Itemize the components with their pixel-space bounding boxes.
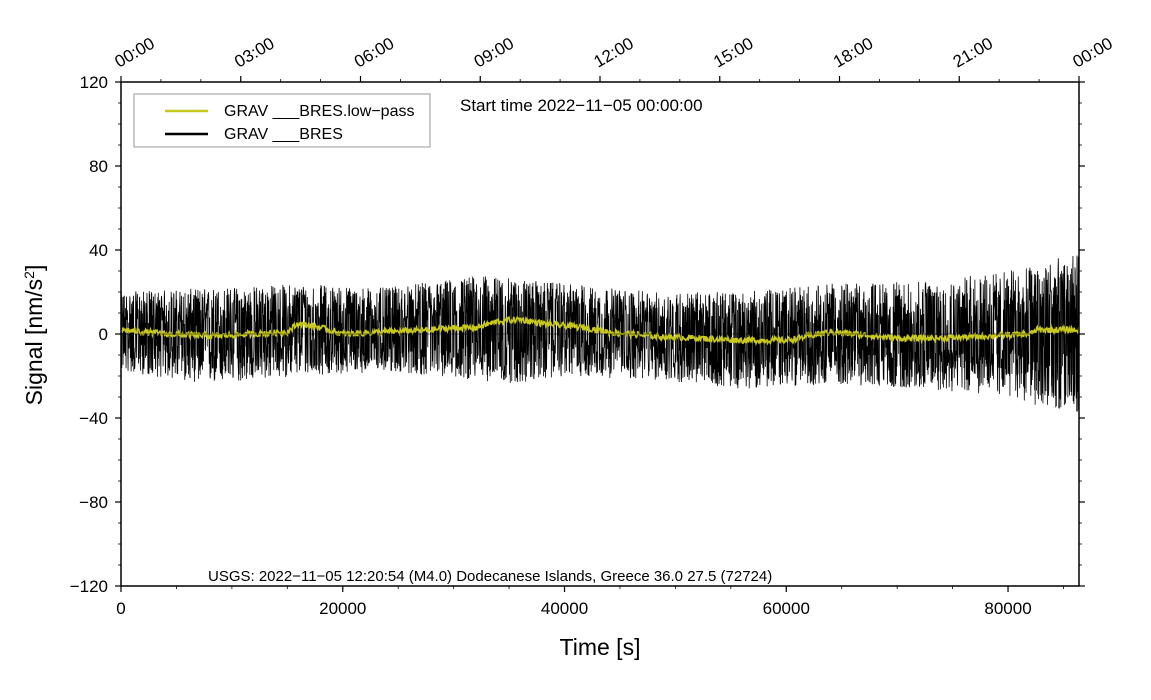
top-time-label: 15:00 bbox=[710, 34, 756, 72]
top-time-label: 00:00 bbox=[1070, 34, 1116, 72]
y-axis-title-close: ] bbox=[21, 265, 47, 271]
top-time-label: 09:00 bbox=[471, 34, 517, 72]
top-time-label: 03:00 bbox=[231, 34, 277, 72]
series-grav-bres-lowpass bbox=[120, 315, 1080, 347]
y-tick-label: 40 bbox=[89, 241, 108, 260]
annotations: Start time 2022−11−05 00:00:00 USGS: 202… bbox=[21, 96, 772, 660]
y-tick-label: 0 bbox=[99, 325, 108, 344]
y-tick-label: 120 bbox=[80, 73, 108, 92]
y-axis-title-sup: 2 bbox=[21, 271, 37, 279]
x-tick-label: 80000 bbox=[984, 599, 1031, 618]
legend-label-lowpass: GRAV ___BRES.low−pass bbox=[224, 103, 414, 120]
top-time-label: 00:00 bbox=[112, 34, 158, 72]
y-tick-label: 80 bbox=[89, 157, 108, 176]
x-tick-label: 40000 bbox=[541, 599, 588, 618]
series-grav-bres-raw bbox=[120, 255, 1080, 412]
legend-label-raw: GRAV ___BRES bbox=[224, 126, 343, 143]
top-time-label: 18:00 bbox=[830, 34, 876, 72]
x-axis-title: Time [s] bbox=[560, 634, 641, 660]
lowpass-series-line bbox=[120, 315, 1080, 347]
raw-series-line bbox=[120, 255, 1080, 412]
top-time-label: 06:00 bbox=[351, 34, 397, 72]
x-tick-label: 0 bbox=[116, 599, 125, 618]
event-annotation: USGS: 2022−11−05 12:20:54 (M4.0) Dodecan… bbox=[208, 568, 772, 585]
legend-box bbox=[133, 93, 431, 148]
y-axis-title: Signal [nm/s2] bbox=[21, 265, 47, 406]
x-tick-label: 20000 bbox=[319, 599, 366, 618]
top-time-label: 12:00 bbox=[591, 34, 637, 72]
start-time-annotation: Start time 2022−11−05 00:00:00 bbox=[460, 96, 703, 115]
top-time-label: 21:00 bbox=[950, 34, 996, 72]
y-axis-title-main: Signal [nm/s bbox=[21, 279, 47, 406]
x-tick-label: 60000 bbox=[763, 599, 810, 618]
y-tick-label: −80 bbox=[79, 493, 108, 512]
legend: GRAV ___BRES.low−pass GRAV ___BRES bbox=[133, 93, 431, 148]
y-tick-label: −120 bbox=[70, 577, 108, 596]
y-tick-label: −40 bbox=[79, 409, 108, 428]
